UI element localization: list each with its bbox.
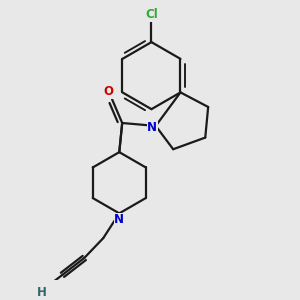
Text: N: N [114, 213, 124, 226]
Text: O: O [103, 85, 113, 98]
Text: Cl: Cl [145, 8, 158, 21]
Text: N: N [147, 121, 157, 134]
Text: H: H [37, 286, 47, 299]
